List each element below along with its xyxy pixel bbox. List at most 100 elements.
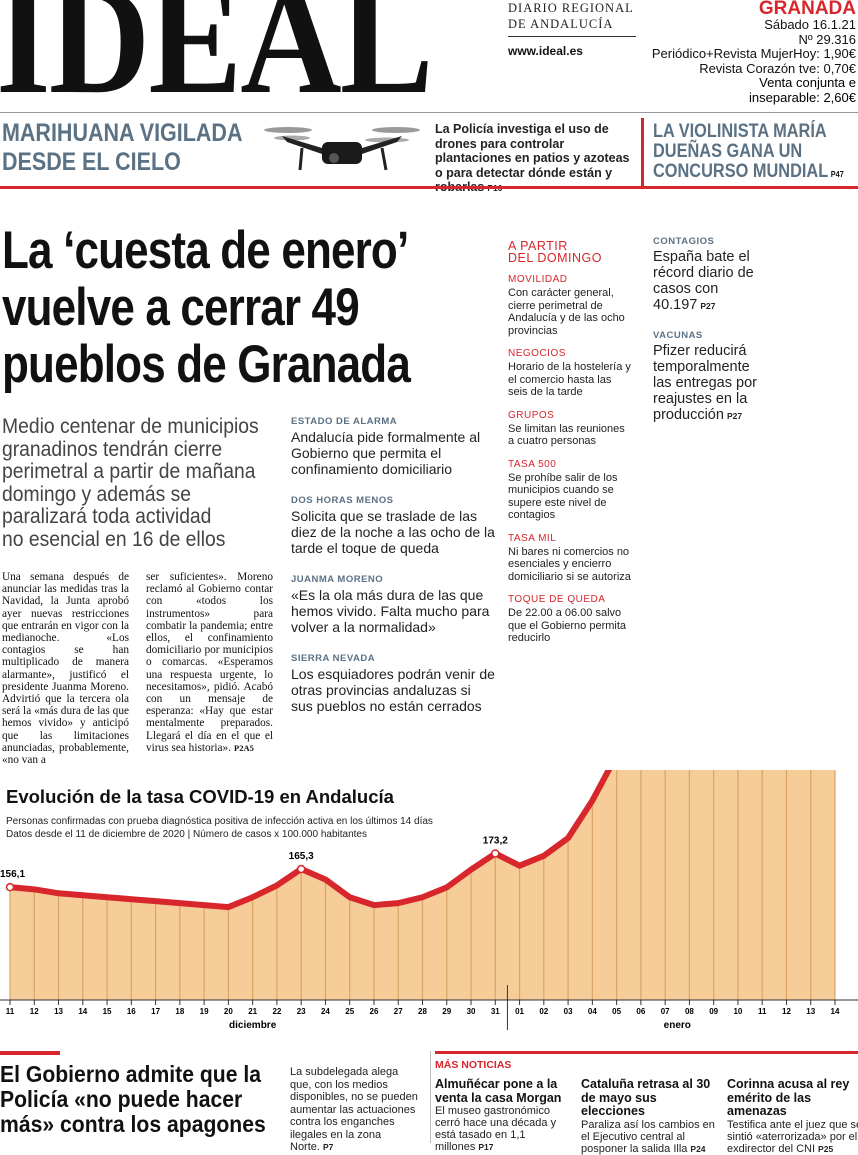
bottom-text: La subdelegada alega que, con los medios… (290, 1066, 418, 1153)
edition: GRANADA (758, 0, 856, 19)
x-tick-label: 12 (30, 1007, 39, 1016)
briefs: CONTAGIOS España bate el récord diario de… (653, 236, 763, 440)
page-ref: P47 (830, 169, 844, 179)
x-tick-label: 11 (6, 1007, 15, 1016)
point (296, 864, 306, 874)
chart-title: Evolución de la tasa COVID-19 en Andaluc… (6, 786, 394, 807)
item-label: ESTADO DE ALARMA (291, 416, 398, 427)
x-tick-label: 14 (831, 1007, 840, 1016)
x-tick-label: 13 (806, 1007, 815, 1016)
news-item: Cataluña retrasa al 30 de mayo sus elecc… (581, 1077, 721, 1155)
tagline: DIARIO REGIONAL DE ANDALUCÍA (508, 0, 634, 32)
subhead-line: paralizará toda actividad (2, 505, 212, 528)
headline-line: pueblos de Granada (2, 335, 411, 394)
rule (0, 112, 858, 113)
data-label: 165,3 (289, 851, 314, 862)
x-tick-label: 29 (442, 1007, 451, 1016)
measure-text: De 22.00 a 06.00 salvo que el Gobierno p… (508, 607, 627, 644)
teaser-line: LA VIOLINISTA MARÍA (653, 121, 827, 142)
price: Revista Corazón tve: 0,70€ (699, 60, 856, 76)
subhead-line: perimetral a partir de mañana (2, 460, 256, 483)
chart: 11 12 13 14 15 16 17 18 19 20 21 22 23 24 25 26 27 28 29 30… (0, 770, 858, 1031)
item-label: JUANMA MORENO (291, 574, 384, 585)
measure-text: Se limitan las reuniones a cuatro person… (508, 422, 625, 448)
page-ref: P17 (478, 1142, 494, 1152)
x-tick-label: 06 (636, 1007, 645, 1016)
teaser-title[interactable]: LA VIOLINISTA MARÍA DUEÑAS GANA UN CONCURS… (653, 122, 844, 184)
data-label: 173,2 (483, 835, 508, 846)
x-tick-label: 03 (564, 1007, 573, 1016)
measure-label: TOQUE DE QUEDA (508, 594, 606, 605)
price: inseparable: 2,60€ (749, 89, 856, 105)
line (7, 770, 613, 911)
area (10, 770, 835, 1000)
x-tick-label: 09 (709, 1007, 718, 1016)
logo[interactable]: IDEAL (0, 0, 434, 126)
x-tick-label: 04 (588, 1007, 597, 1016)
item-label: SIERRA NEVADA (291, 653, 376, 664)
measures-title: A PARTIR (508, 239, 568, 253)
brief-text: España bate el récord diario de casos co… (653, 249, 763, 314)
masthead-right: GRANADA Sábado 16.1.21 Nº 29.316 Periódi… (652, 0, 856, 105)
bottom-text: La subdelegada alega que, con los medios… (290, 1066, 422, 1154)
tagline-line: DE ANDALUCÍA (508, 17, 614, 31)
teaser-title[interactable]: MARIHUANA VIGILADA DESDE EL CIELO (2, 119, 242, 177)
teaser-text[interactable]: La Policía investiga el uso de drones pa… (435, 122, 630, 196)
brief-text: España bate el récord diario de casos co… (653, 249, 754, 313)
chart-subtitle: Personas confirmadas con prueba diagnóst… (6, 815, 433, 841)
x-tick-label: 10 (733, 1007, 742, 1016)
headline[interactable]: La ‘cuesta de enero’ vuelve a cerrar 49 pu… (2, 222, 494, 393)
x-tick-label: 24 (321, 1007, 330, 1016)
subtitle-line: Personas confirmadas con prueba diagnóst… (6, 816, 433, 827)
news-title: Corinna acusa al rey emérito de las amen… (727, 1077, 850, 1118)
divider (641, 118, 644, 186)
item-label: DOS HORAS MENOS (291, 495, 394, 506)
x-tick-label: 13 (54, 1007, 63, 1016)
measure-label: TASA MIL (508, 532, 557, 544)
month-label: diciembre (229, 1020, 277, 1031)
url[interactable]: www.ideal.es (508, 44, 583, 58)
teaser-line: CONCURSO MUNDIAL (653, 161, 829, 182)
rule (0, 1051, 60, 1055)
more-news-label: MÁS NOTICIAS (435, 1059, 512, 1071)
measure-text: Horario de la hostelería y el comercio h… (508, 361, 631, 398)
page-ref: P2A5 (234, 742, 254, 753)
measures: A PARTIR DEL DOMINGO MOVILIDAD Con carácter… (508, 240, 633, 656)
subtitle-line: Datos desde el 11 de diciembre de 2020 |… (6, 829, 367, 840)
issue-number: Nº 29.316 (798, 31, 856, 47)
x-tick-label: 25 (345, 1007, 354, 1016)
item-text: Solicita que se traslade de las diez de … (291, 508, 495, 556)
x-tick-label: 22 (272, 1007, 281, 1016)
measures-title: DEL DOMINGO (508, 251, 602, 265)
x-tick-label: 14 (78, 1007, 87, 1016)
x-tick-label: 31 (491, 1007, 500, 1016)
x-tick-label: 16 (127, 1007, 136, 1016)
teaser-text: La Policía investiga el uso de drones pa… (435, 122, 630, 194)
page-ref: P27 (700, 301, 716, 311)
body-column: ser suficientes». Moreno reclamó al Gobi… (146, 571, 273, 754)
point (5, 882, 15, 892)
measure-label: TASA 500 (508, 458, 557, 470)
news-text: Testifica ante el juez que se sintió «at… (727, 1118, 858, 1155)
x-tick-label: 18 (175, 1007, 184, 1016)
body-column: Una semana después de anunciar las medid… (2, 571, 129, 766)
x-tick-label: 26 (370, 1007, 379, 1016)
news-item: Almuñécar pone a la venta la casa Morgan… (435, 1077, 575, 1153)
tagline-line: DIARIO REGIONAL (508, 1, 634, 15)
date: Sábado 16.1.21 (764, 17, 856, 32)
x-tick-label: 11 (758, 1007, 767, 1016)
side-items: ESTADO DE ALARMA Andalucía pide formalmen… (291, 416, 496, 732)
news-text: Paraliza así los cambios en el Ejecutivo… (581, 1119, 721, 1155)
bottom-headline[interactable]: El Gobierno admite que la Policía «no pu… (0, 1061, 266, 1137)
x-tick-label: 05 (612, 1007, 621, 1016)
x-tick-label: 15 (103, 1007, 112, 1016)
data-label: 156,1 (0, 869, 25, 880)
news-title: Almuñécar pone a la venta la casa Morgan (435, 1077, 562, 1105)
body-text: Una semana después de anunciar las medid… (2, 571, 129, 767)
item-text: «Es la ola más dura de las que hemos viv… (291, 587, 490, 635)
page-ref: P24 (690, 1143, 706, 1154)
x-tick-label: 07 (661, 1007, 670, 1016)
x-tick-label: 20 (224, 1007, 233, 1016)
news-text: El museo gastronómico cerró hace una déc… (435, 1105, 575, 1153)
measure-label: MOVILIDAD (508, 274, 568, 285)
